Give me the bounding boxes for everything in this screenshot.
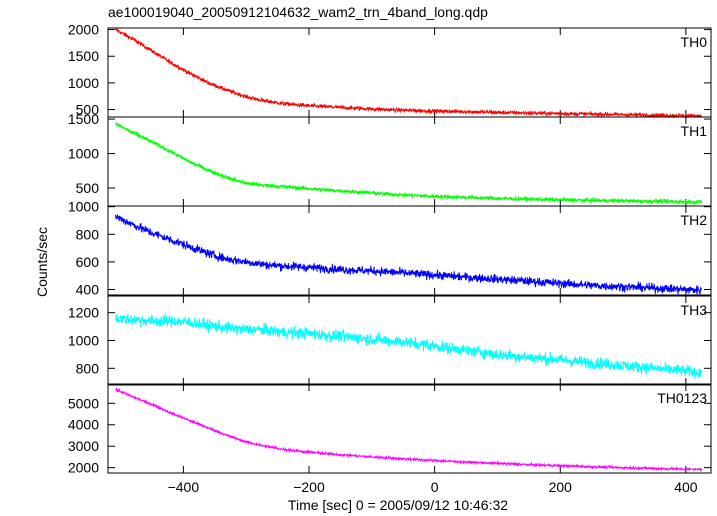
x-tick-label: −400 xyxy=(168,479,200,495)
panel-label: TH2 xyxy=(681,212,708,228)
y-tick-label: 500 xyxy=(76,102,100,118)
series-line-th1 xyxy=(115,122,703,206)
panel-label: TH1 xyxy=(681,123,708,139)
y-tick-label: 400 xyxy=(76,281,100,297)
panel-frame xyxy=(107,116,712,207)
panel-label: TH0 xyxy=(681,34,708,50)
panel-label: TH0123 xyxy=(657,390,707,406)
y-tick-label: 4000 xyxy=(68,417,99,433)
y-tick-label: 1000 xyxy=(68,333,99,349)
chart-title: ae100019040_20050912104632_wam2_trn_4ban… xyxy=(108,4,488,20)
panel-th3: 800 1000 1200 TH3 xyxy=(68,295,712,386)
y-tick-label: 1000 xyxy=(68,146,99,162)
y-axis-title: Counts/sec xyxy=(34,227,50,297)
y-tick-label: 1000 xyxy=(68,199,99,215)
y-tick-label: 800 xyxy=(76,360,100,376)
panel-frame xyxy=(107,27,712,118)
y-tick-label: 1200 xyxy=(68,305,99,321)
panels-group: 500 1000 1500 2000 TH0 500 1000 1500 TH1 400 600 80… xyxy=(68,22,712,476)
y-tick-label: 2000 xyxy=(68,22,99,38)
y-tick-label: 500 xyxy=(76,180,100,196)
panel-th0123: 2000 3000 4000 5000 TH0123 xyxy=(68,383,712,476)
panel-th0: 500 1000 1500 2000 TH0 xyxy=(68,22,712,119)
series-line-th0123 xyxy=(115,387,703,472)
y-tick-label: 1500 xyxy=(68,111,99,127)
y-tick-label: 1000 xyxy=(68,75,99,91)
series-line-th0 xyxy=(115,28,702,119)
y-tick-label: 800 xyxy=(76,226,100,242)
y-tick-label: 2000 xyxy=(68,460,99,476)
x-axis-title: Time [sec] 0 = 2005/09/12 10:46:32 xyxy=(288,497,508,513)
panel-frame xyxy=(107,383,712,474)
y-tick-label: 3000 xyxy=(68,438,99,454)
panel-label: TH3 xyxy=(681,302,708,318)
panel-th2: 400 600 800 1000 TH2 xyxy=(68,199,712,297)
y-tick-label: 1500 xyxy=(68,48,99,64)
x-tick-label: 0 xyxy=(431,479,439,495)
x-tick-label: 200 xyxy=(549,479,573,495)
panel-th1: 500 1000 1500 TH1 xyxy=(68,111,712,207)
x-tick-label: −200 xyxy=(293,479,325,495)
panel-frame xyxy=(107,205,712,296)
y-tick-label: 5000 xyxy=(68,395,99,411)
series-line-th2 xyxy=(115,214,702,295)
x-axis: −400 −200 0 200 400 xyxy=(168,479,698,495)
x-tick-label: 400 xyxy=(674,479,698,495)
series-line-th3 xyxy=(115,313,703,380)
y-tick-label: 600 xyxy=(76,254,100,270)
